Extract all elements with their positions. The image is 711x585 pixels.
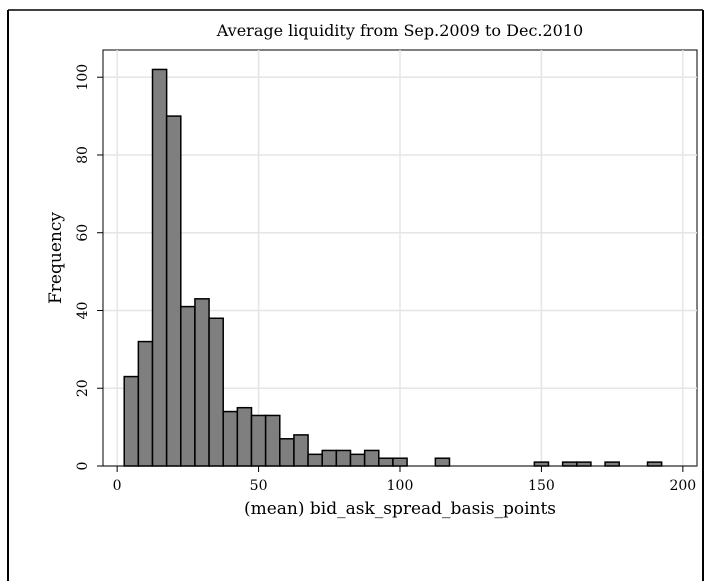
x-tick-label: 100: [387, 478, 414, 494]
histogram-bar: [194, 298, 210, 467]
histogram-bar: [363, 449, 380, 467]
y-tick-label: 20: [75, 379, 91, 397]
page-edge-top: [0, 0, 711, 6]
histogram-bar: [151, 68, 168, 467]
histogram-bar: [576, 461, 592, 467]
histogram-bar: [604, 461, 620, 467]
axes: 0 50 100 150 200 0 20 40 60 80 100: [75, 50, 697, 494]
x-tick-label: 150: [528, 478, 555, 494]
x-tick-label: 50: [250, 478, 268, 494]
histogram-bar: [533, 461, 550, 467]
histogram-bar: [335, 449, 352, 467]
y-tick-label: 40: [75, 302, 91, 320]
histogram-bar: [646, 461, 663, 467]
histogram-bar: [123, 375, 140, 467]
histogram-bar: [321, 449, 338, 467]
histogram-bar: [392, 457, 408, 467]
grid-lines: [103, 50, 697, 467]
histogram-bar: [222, 410, 239, 467]
histogram-bar: [349, 453, 366, 467]
histogram-bar: [279, 438, 295, 467]
histogram-bar: [208, 317, 224, 467]
x-axis-label: (mean) bid_ask_spread_basis_points: [244, 499, 556, 519]
histogram-bar: [434, 457, 451, 467]
y-tick-label: 80: [75, 146, 91, 164]
histogram-bar: [236, 406, 253, 467]
histogram-bar: [165, 115, 182, 467]
histogram-bar: [307, 453, 323, 467]
histogram-bar: [378, 457, 394, 467]
y-tick-label: 60: [75, 224, 91, 242]
bars: [123, 68, 663, 467]
histogram-bar: [250, 414, 267, 467]
x-tick-label: 0: [113, 478, 122, 494]
x-tick-label: 200: [669, 478, 696, 494]
histogram-bar: [137, 340, 154, 467]
histogram-bar: [561, 461, 578, 467]
y-axis-label: Frequency: [46, 212, 66, 304]
histogram-bar: [264, 414, 281, 467]
chart-title: Average liquidity from Sep.2009 to Dec.2…: [216, 21, 583, 40]
histogram-bar: [180, 305, 196, 467]
y-tick-label: 100: [75, 64, 91, 91]
histogram-bar: [293, 434, 309, 467]
y-tick-label: 0: [75, 462, 91, 471]
